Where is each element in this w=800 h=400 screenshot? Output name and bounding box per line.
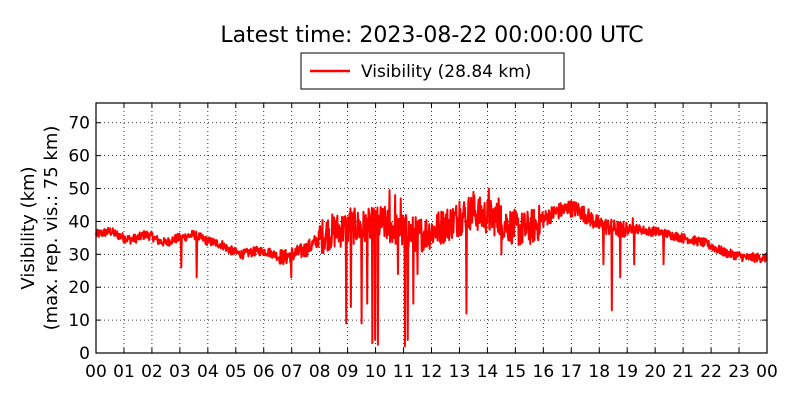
x-tick-label: 17 bbox=[560, 362, 582, 382]
x-tick-label: 22 bbox=[700, 362, 722, 382]
chart-title: Latest time: 2023-08-22 00:00:00 UTC bbox=[220, 23, 643, 48]
x-tick-label: 00 bbox=[756, 362, 778, 382]
y-tick-label: 0 bbox=[79, 344, 90, 364]
x-tick-label: 19 bbox=[616, 362, 638, 382]
y-tick-label: 40 bbox=[68, 212, 90, 232]
y-axis-label-line2: (max. rep. vis.: 75 km) bbox=[41, 126, 62, 331]
x-tick-label: 11 bbox=[393, 362, 415, 382]
y-axis-label-line1: Visibility (km) bbox=[18, 166, 39, 289]
x-tick-label: 13 bbox=[449, 362, 471, 382]
x-tick-label: 03 bbox=[169, 362, 191, 382]
y-tick-label: 30 bbox=[68, 245, 90, 265]
y-tick-label: 60 bbox=[68, 147, 90, 167]
x-tick-label: 21 bbox=[672, 362, 694, 382]
x-tick-label: 09 bbox=[337, 362, 359, 382]
x-tick-label: 20 bbox=[644, 362, 666, 382]
x-tick-label: 05 bbox=[225, 362, 247, 382]
y-tick-label: 10 bbox=[68, 311, 90, 331]
x-tick-label: 06 bbox=[253, 362, 275, 382]
series-line-visibility bbox=[95, 187, 768, 348]
x-tick-label: 08 bbox=[309, 362, 331, 382]
y-tick-label: 70 bbox=[68, 114, 90, 134]
series-visibility bbox=[95, 187, 768, 348]
x-tick-label: 01 bbox=[113, 362, 135, 382]
x-tick-label: 02 bbox=[141, 362, 163, 382]
x-tick-label: 16 bbox=[533, 362, 555, 382]
legend: Visibility (28.84 km) bbox=[300, 52, 565, 90]
y-axis-label: Visibility (km) (max. rep. vis.: 75 km) bbox=[18, 126, 62, 331]
x-tick-label: 14 bbox=[477, 362, 499, 382]
x-tick-label: 15 bbox=[505, 362, 527, 382]
x-tick-label: 04 bbox=[197, 362, 219, 382]
legend-label: Visibility (28.84 km) bbox=[361, 62, 531, 82]
y-tick-label: 50 bbox=[68, 180, 90, 200]
x-tick-label: 12 bbox=[421, 362, 443, 382]
axis-ticks: 00 01 02 03 04 05 06 07 08 09 10 11 12 13 14 15 16 17 18 19… bbox=[68, 103, 778, 382]
y-tick-label: 20 bbox=[68, 278, 90, 298]
x-tick-label: 18 bbox=[588, 362, 610, 382]
x-tick-label: 00 bbox=[85, 362, 107, 382]
x-tick-label: 23 bbox=[728, 362, 750, 382]
x-tick-label: 07 bbox=[281, 362, 303, 382]
x-tick-label: 10 bbox=[365, 362, 387, 382]
